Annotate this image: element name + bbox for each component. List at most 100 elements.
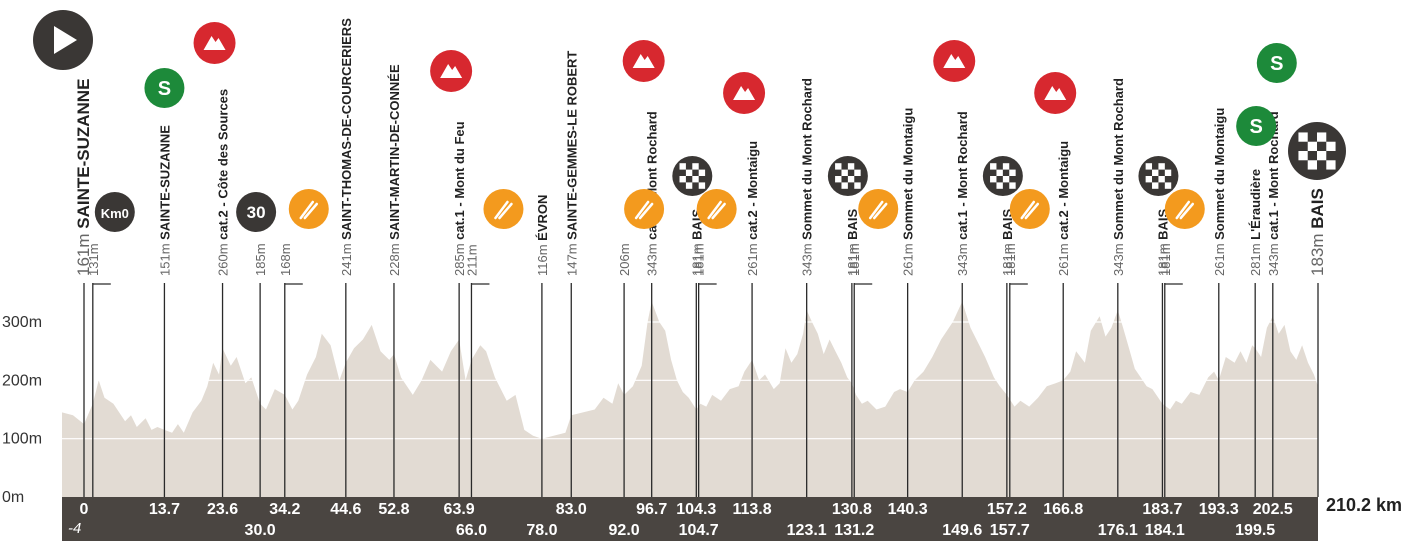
km-label-top: 193.3 — [1199, 501, 1239, 518]
marker-name: SAINT-MARTIN-DE-CONNÉE — [387, 64, 402, 240]
marker-label: 131m — [86, 243, 101, 276]
km-label-top: 13.7 — [149, 501, 180, 518]
km-label-bottom: 92.0 — [609, 522, 640, 539]
marker-altitude: 343m — [955, 240, 970, 276]
marker-altitude: 261m — [745, 240, 760, 276]
marker-name: SAINT-THOMAS-DE-COURCERIERS — [339, 18, 354, 240]
marker-altitude: 260m — [216, 240, 231, 276]
checker-square — [685, 169, 693, 176]
marker-label: 181m — [692, 243, 707, 276]
marker-label: 206m — [617, 243, 632, 276]
marker-altitude: 131m — [86, 243, 101, 276]
marker-altitude: 168m — [278, 243, 293, 276]
checker-square — [1326, 141, 1336, 151]
mountain-icon — [203, 36, 226, 50]
km-label-top: 52.8 — [378, 501, 409, 518]
km-label-top: 202.5 — [1253, 501, 1293, 518]
total-distance-label: 210.2 km — [1326, 495, 1402, 515]
km-label-bottom: 104.7 — [679, 522, 719, 539]
marker-altitude: 181m — [1155, 240, 1170, 276]
marker-label: 261m Sommet du Montaigu — [1212, 108, 1227, 276]
marker-label: 181m — [1003, 243, 1018, 276]
checker-square — [1298, 132, 1308, 142]
sprint-icon — [1236, 106, 1277, 146]
marker-name: Sommet du Mont Rochard — [1111, 78, 1126, 240]
marker-name: cat.1 - Mont Rochard — [1266, 111, 1281, 240]
km-label-top: 63.9 — [444, 501, 475, 518]
checker-square — [854, 182, 861, 189]
checker-square — [1307, 141, 1317, 151]
km-label-bottom: 66.0 — [456, 522, 487, 539]
checker-square — [1164, 182, 1172, 189]
km-label-bottom: 157.7 — [990, 522, 1030, 539]
marker-altitude: 147m — [564, 240, 579, 276]
marker-label: 211m — [464, 244, 479, 276]
marker-label: 241m SAINT-THOMAS-DE-COURCERIERS — [339, 18, 354, 276]
marker-altitude: 181m — [847, 243, 862, 276]
marker-altitude: 261m — [1212, 240, 1227, 276]
marker-label: 181m — [847, 243, 862, 276]
marker-label: 185m — [253, 243, 268, 276]
checker-square — [698, 169, 706, 176]
checker-square — [1145, 163, 1153, 170]
marker-name: SAINTE-SUZANNE — [74, 79, 93, 229]
sprint-icon-letter: S — [1270, 53, 1283, 75]
marker-label: 285m cat.1 - Mont du Feu — [452, 121, 467, 276]
km-label-top: 23.6 — [207, 501, 238, 518]
km-label-bottom: 199.5 — [1235, 522, 1275, 539]
marker-altitude: 343m — [1266, 240, 1281, 276]
marker-altitude: 241m — [339, 240, 354, 276]
checker-square — [679, 163, 686, 170]
checker-square — [1317, 132, 1327, 142]
marker-label: 261m cat.2 - Montaigu — [745, 141, 760, 276]
km-badge-icon — [236, 192, 277, 232]
marker-altitude: 181m — [689, 240, 704, 276]
marker-name: Sommet du Mont Rochard — [800, 78, 815, 240]
checker-square — [841, 169, 848, 176]
marker-label: 161m SAINTE-SUZANNE — [74, 79, 93, 276]
cutlery-icon — [1175, 200, 1195, 220]
km-label-top: 104.3 — [676, 501, 716, 518]
marker-name: cat.1 - Mont Rochard — [955, 111, 970, 240]
mountain-icon — [943, 54, 966, 68]
checker-square — [990, 163, 997, 170]
checker-square — [1002, 176, 1010, 183]
marker-label: 147m SAINTE-GEMMES-LE ROBERT — [564, 51, 579, 276]
marker-label: 151m SAINTE-SUZANNE — [157, 125, 172, 276]
checker-square — [1152, 182, 1159, 189]
km-band — [62, 497, 1318, 541]
checker-square — [841, 182, 848, 189]
marker-altitude: 285m — [452, 240, 467, 276]
marker-altitude: 181m — [1158, 243, 1173, 276]
marker-label: 343m cat.1 - Mont Rochard — [955, 111, 970, 276]
marker-altitude: 183m — [1308, 229, 1327, 276]
marker-altitude: 343m — [1111, 240, 1126, 276]
profile-area — [62, 301, 1318, 497]
checker-square — [854, 169, 861, 176]
checker-square — [847, 163, 855, 170]
km-label-top: 0 — [80, 501, 89, 518]
mountain-icon — [632, 54, 655, 68]
marker-label: 168m — [278, 243, 293, 276]
marker-altitude: 261m — [1056, 240, 1071, 276]
mountain-icon — [733, 86, 756, 100]
mountain-icon — [1044, 86, 1067, 100]
km-label-bottom: 176.1 — [1098, 522, 1138, 539]
marker-name: cat.1 - Mont du Feu — [452, 121, 467, 240]
marker-name: BAIS — [845, 208, 860, 239]
y-tick-label: 100m — [2, 431, 42, 448]
checker-square — [835, 176, 842, 183]
marker-label: 183m BAIS — [1308, 188, 1327, 276]
checker-square — [996, 169, 1003, 176]
marker-altitude: 181m — [845, 240, 860, 276]
marker-altitude: 181m — [692, 243, 707, 276]
km-badge-text: Km0 — [101, 206, 129, 221]
marker-label: 260m cat.2 - Côte des Sources — [216, 89, 231, 276]
checker-square — [1152, 169, 1159, 176]
km-label-bottom: 123.1 — [787, 522, 827, 539]
sprint-icon — [1256, 43, 1297, 83]
checker-square — [692, 176, 699, 183]
marker-altitude: 343m — [645, 240, 660, 276]
